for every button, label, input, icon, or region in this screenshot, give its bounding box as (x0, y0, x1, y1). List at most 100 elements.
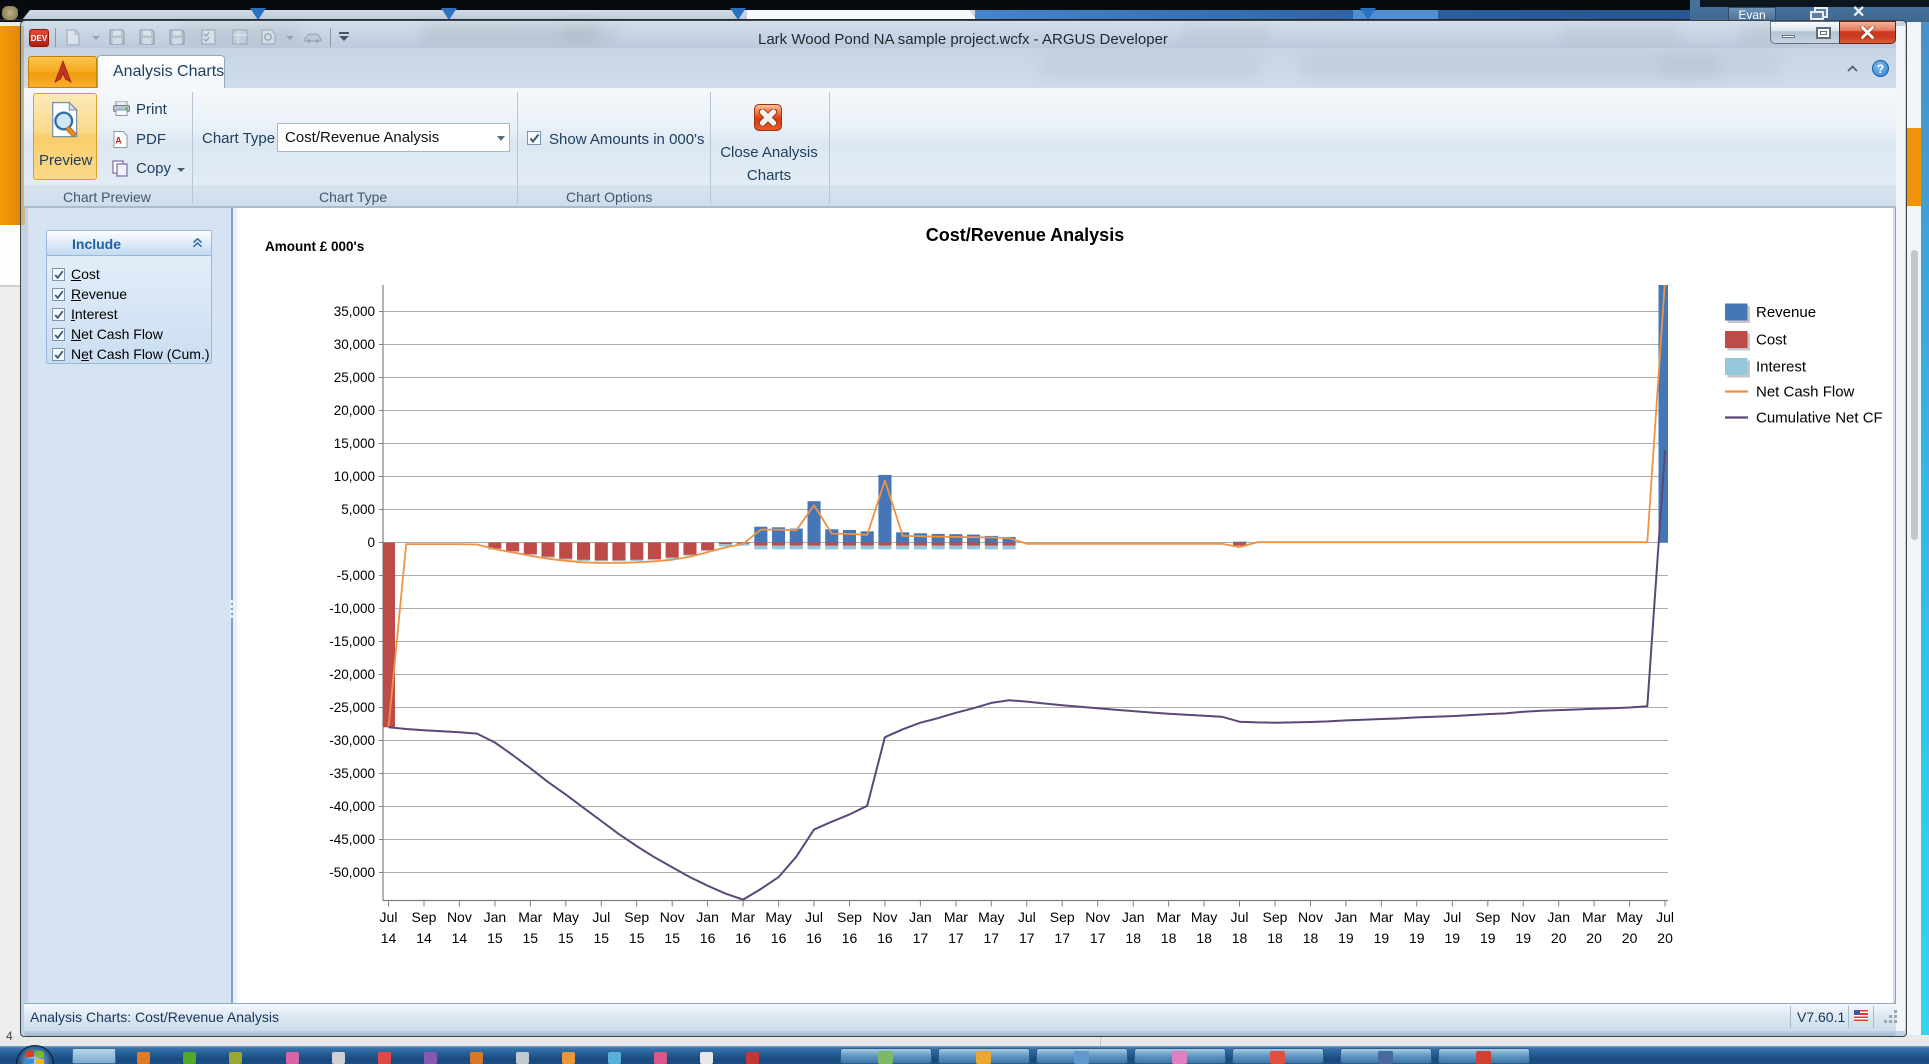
svg-text:Jan: Jan (696, 909, 719, 925)
svg-text:-40,000: -40,000 (329, 799, 375, 814)
svg-text:May: May (553, 909, 579, 925)
svg-text:-30,000: -30,000 (329, 733, 375, 748)
svg-text:Nov: Nov (1298, 909, 1323, 925)
svg-text:Jul: Jul (380, 909, 398, 925)
svg-text:14: 14 (452, 930, 468, 946)
svg-text:20,000: 20,000 (334, 403, 375, 418)
svg-text:Amount £ 000's: Amount £ 000's (265, 239, 364, 254)
svg-text:18: 18 (1267, 930, 1283, 946)
svg-text:Jul: Jul (592, 909, 610, 925)
svg-text:19: 19 (1515, 930, 1531, 946)
svg-text:-15,000: -15,000 (329, 634, 375, 649)
svg-text:May: May (1191, 909, 1217, 925)
svg-text:Net Cash Flow: Net Cash Flow (1756, 384, 1855, 401)
svg-text:-50,000: -50,000 (329, 865, 375, 880)
svg-text:17: 17 (1054, 930, 1070, 946)
svg-text:Cost/Revenue Analysis: Cost/Revenue Analysis (926, 225, 1124, 245)
svg-text:35,000: 35,000 (334, 304, 375, 319)
svg-text:Nov: Nov (872, 909, 897, 925)
svg-text:30,000: 30,000 (334, 337, 375, 352)
svg-text:15,000: 15,000 (334, 436, 375, 451)
svg-text:16: 16 (806, 930, 822, 946)
svg-text:-20,000: -20,000 (329, 667, 375, 682)
svg-text:Jul: Jul (805, 909, 823, 925)
svg-text:17: 17 (1019, 930, 1035, 946)
svg-text:16: 16 (700, 930, 716, 946)
svg-text:Mar: Mar (944, 909, 968, 925)
svg-text:Nov: Nov (660, 909, 685, 925)
svg-text:19: 19 (1374, 930, 1390, 946)
svg-text:20: 20 (1551, 930, 1567, 946)
svg-text:17: 17 (984, 930, 1000, 946)
svg-text:18: 18 (1303, 930, 1319, 946)
svg-text:Jul: Jul (1231, 909, 1249, 925)
svg-text:May: May (765, 909, 791, 925)
svg-text:16: 16 (735, 930, 751, 946)
svg-text:Jan: Jan (1335, 909, 1358, 925)
svg-text:A: A (115, 136, 122, 146)
svg-text:Jan: Jan (909, 909, 932, 925)
svg-text:Mar: Mar (731, 909, 755, 925)
svg-text:19: 19 (1409, 930, 1425, 946)
svg-text:17: 17 (948, 930, 964, 946)
svg-text:Jul: Jul (1018, 909, 1036, 925)
svg-text:May: May (1404, 909, 1430, 925)
svg-text:0: 0 (367, 535, 375, 550)
svg-text:Sep: Sep (837, 909, 862, 925)
svg-text:-35,000: -35,000 (329, 766, 375, 781)
svg-text:Cost: Cost (1756, 332, 1788, 349)
svg-text:15: 15 (487, 930, 503, 946)
svg-text:19: 19 (1480, 930, 1496, 946)
svg-text:15: 15 (629, 930, 645, 946)
svg-text:Jan: Jan (484, 909, 507, 925)
svg-text:18: 18 (1125, 930, 1141, 946)
svg-text:17: 17 (913, 930, 929, 946)
svg-text:15: 15 (664, 930, 680, 946)
svg-text:5,000: 5,000 (341, 502, 375, 517)
svg-text:Sep: Sep (1263, 909, 1288, 925)
svg-text:-25,000: -25,000 (329, 700, 375, 715)
svg-text:15: 15 (558, 930, 574, 946)
svg-text:17: 17 (1090, 930, 1106, 946)
svg-text:20: 20 (1657, 930, 1673, 946)
svg-text:15: 15 (594, 930, 610, 946)
svg-text:16: 16 (842, 930, 858, 946)
svg-text:14: 14 (416, 930, 432, 946)
svg-text:Nov: Nov (1511, 909, 1536, 925)
svg-text:Cumulative Net CF: Cumulative Net CF (1756, 410, 1883, 427)
svg-text:Interest: Interest (1756, 359, 1807, 376)
svg-text:Mar: Mar (1157, 909, 1181, 925)
svg-text:18: 18 (1232, 930, 1248, 946)
svg-text:19: 19 (1338, 930, 1354, 946)
svg-text:-45,000: -45,000 (329, 832, 375, 847)
svg-text:Sep: Sep (412, 909, 437, 925)
svg-text:Sep: Sep (1475, 909, 1500, 925)
svg-text:14: 14 (381, 930, 397, 946)
svg-text:Nov: Nov (1085, 909, 1110, 925)
svg-text:-5,000: -5,000 (337, 568, 375, 583)
svg-text:Nov: Nov (447, 909, 472, 925)
svg-text:18: 18 (1161, 930, 1177, 946)
svg-text:Jan: Jan (1547, 909, 1570, 925)
svg-text:May: May (1616, 909, 1642, 925)
svg-text:18: 18 (1196, 930, 1212, 946)
svg-text:Mar: Mar (1582, 909, 1606, 925)
svg-text:Mar: Mar (518, 909, 542, 925)
svg-text:16: 16 (877, 930, 893, 946)
svg-text:25,000: 25,000 (334, 370, 375, 385)
svg-text:Sep: Sep (624, 909, 649, 925)
svg-text:Jan: Jan (1122, 909, 1145, 925)
svg-text:10,000: 10,000 (334, 469, 375, 484)
svg-text:-10,000: -10,000 (329, 601, 375, 616)
svg-text:Sep: Sep (1050, 909, 1075, 925)
svg-text:15: 15 (523, 930, 539, 946)
svg-text:16: 16 (771, 930, 787, 946)
svg-text:Revenue: Revenue (1756, 304, 1816, 321)
svg-text:May: May (978, 909, 1004, 925)
svg-text:20: 20 (1622, 930, 1638, 946)
svg-text:20: 20 (1586, 930, 1602, 946)
svg-text:19: 19 (1445, 930, 1461, 946)
svg-text:Jul: Jul (1656, 909, 1674, 925)
svg-text:Mar: Mar (1369, 909, 1393, 925)
svg-text:Jul: Jul (1443, 909, 1461, 925)
